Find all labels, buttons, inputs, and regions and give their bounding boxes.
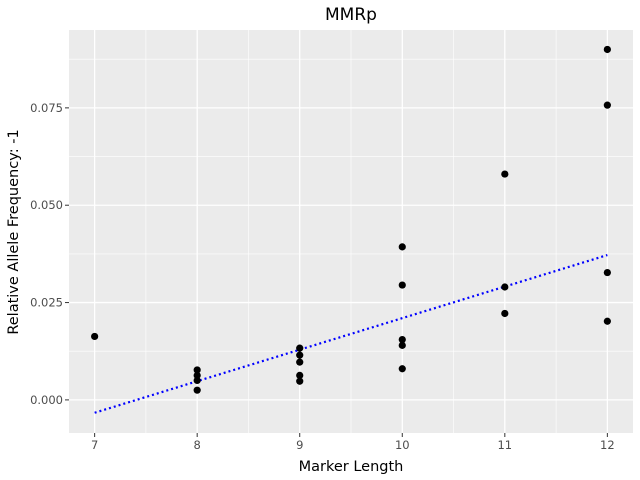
data-point (398, 365, 406, 373)
data-point (193, 376, 201, 385)
x-tick-label: 8 (194, 438, 201, 452)
x-tick-label: 12 (600, 438, 615, 452)
data-point (296, 377, 304, 385)
data-point (91, 332, 99, 341)
x-tick-labels: 7 8 9 10 11 12 (91, 438, 615, 452)
data-point (296, 371, 304, 379)
data-point (296, 344, 304, 352)
data-point (193, 366, 201, 374)
data-point (501, 170, 509, 178)
data-point (193, 371, 201, 379)
data-point (603, 268, 611, 277)
y-tick-label: 0.025 (30, 296, 63, 310)
data-point (398, 243, 406, 251)
data-points (91, 45, 611, 394)
data-point (193, 386, 201, 394)
x-tick-label: 10 (395, 438, 410, 452)
data-point (501, 283, 509, 291)
data-point (296, 351, 304, 359)
x-tick-label: 9 (296, 438, 303, 452)
data-point (603, 45, 611, 54)
major-grid (69, 30, 633, 433)
x-tick-label: 7 (91, 438, 98, 452)
x-axis-label: Marker Length (299, 459, 404, 475)
chart-title: MMRp (325, 5, 377, 25)
data-point (603, 101, 611, 109)
y-tick-label: 0.075 (30, 101, 63, 115)
x-tick-label: 11 (497, 438, 512, 452)
data-point (398, 281, 406, 289)
y-tick-label: 0.000 (30, 393, 63, 407)
data-point (398, 341, 406, 349)
data-point (603, 317, 611, 325)
data-point (501, 309, 509, 318)
minor-grid (69, 30, 633, 433)
data-point (398, 335, 406, 344)
y-tick-labels: 0.000 0.025 0.050 0.075 (30, 101, 63, 407)
data-point (296, 358, 304, 366)
y-axis-label: Relative Allele Frequency: -1 (6, 129, 22, 334)
y-tick-label: 0.050 (30, 198, 63, 212)
axis-ticks (65, 107, 608, 437)
